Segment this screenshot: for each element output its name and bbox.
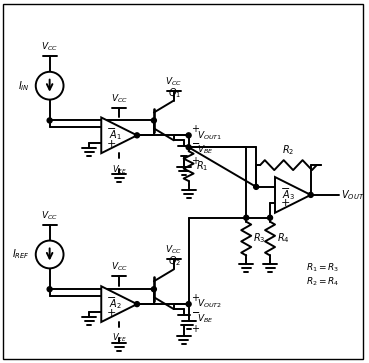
Text: $V_{EE}$: $V_{EE}$ [111, 332, 127, 344]
Text: $+$: $+$ [280, 197, 290, 208]
Text: $R_4$: $R_4$ [277, 232, 290, 245]
Text: $R_3$: $R_3$ [253, 232, 266, 245]
Circle shape [151, 118, 156, 123]
Text: $R_1$: $R_1$ [196, 159, 208, 173]
Text: $I_{IN}$: $I_{IN}$ [18, 79, 30, 93]
Text: $-$: $-$ [280, 182, 290, 192]
Text: $A_3$: $A_3$ [282, 188, 295, 202]
Text: $V_{BE}$: $V_{BE}$ [197, 144, 213, 156]
Text: $V_{CC}$: $V_{CC}$ [111, 261, 128, 273]
Circle shape [36, 72, 63, 99]
Circle shape [151, 287, 156, 292]
Text: $-$: $-$ [191, 137, 200, 147]
Circle shape [254, 184, 259, 189]
Text: $+$: $+$ [191, 155, 200, 166]
Polygon shape [275, 177, 311, 213]
Text: $+$: $+$ [106, 307, 116, 318]
Text: $V_{CC}$: $V_{CC}$ [111, 92, 128, 105]
Text: $V_{EE}$: $V_{EE}$ [111, 163, 127, 176]
Circle shape [244, 215, 249, 220]
Text: $A_2$: $A_2$ [109, 297, 121, 311]
Text: $+$: $+$ [191, 291, 200, 303]
Polygon shape [101, 286, 137, 322]
Polygon shape [101, 118, 137, 153]
Text: $V_{OUT2}$: $V_{OUT2}$ [197, 298, 221, 310]
Circle shape [47, 287, 52, 292]
Circle shape [186, 145, 191, 150]
Text: $R_1 = R_3$: $R_1 = R_3$ [306, 261, 339, 274]
Text: $V_{CC}$: $V_{CC}$ [41, 209, 58, 222]
Text: $V_{OUT}$: $V_{OUT}$ [341, 188, 364, 202]
Text: $-$: $-$ [191, 306, 200, 316]
Text: $V_{CC}$: $V_{CC}$ [165, 244, 182, 256]
Circle shape [36, 241, 63, 268]
Circle shape [186, 302, 191, 307]
Text: $-$: $-$ [191, 306, 200, 316]
Text: $V_{OUT1}$: $V_{OUT1}$ [197, 129, 222, 142]
Text: $A_1$: $A_1$ [109, 129, 121, 142]
Text: $Q_2$: $Q_2$ [168, 254, 181, 268]
Circle shape [308, 192, 313, 197]
Circle shape [135, 302, 139, 307]
Text: $-$: $-$ [191, 137, 200, 147]
Text: $V_{CC}$: $V_{CC}$ [41, 40, 58, 53]
Text: $R_2 = R_4$: $R_2 = R_4$ [306, 275, 339, 287]
Text: $+$: $+$ [191, 323, 200, 334]
Text: $Q_1$: $Q_1$ [168, 86, 181, 99]
Text: $R_2$: $R_2$ [282, 143, 294, 157]
Circle shape [268, 215, 273, 220]
Text: $+$: $+$ [191, 123, 200, 134]
Circle shape [186, 133, 191, 138]
Text: $+$: $+$ [106, 138, 116, 149]
Circle shape [47, 118, 52, 123]
Circle shape [135, 133, 139, 138]
Text: $V_{CC}$: $V_{CC}$ [165, 75, 182, 88]
Text: $-$: $-$ [106, 122, 116, 132]
Text: $I_{REF}$: $I_{REF}$ [12, 248, 30, 261]
Text: $-$: $-$ [106, 291, 116, 301]
Text: $V_{BE}$: $V_{BE}$ [197, 313, 213, 325]
